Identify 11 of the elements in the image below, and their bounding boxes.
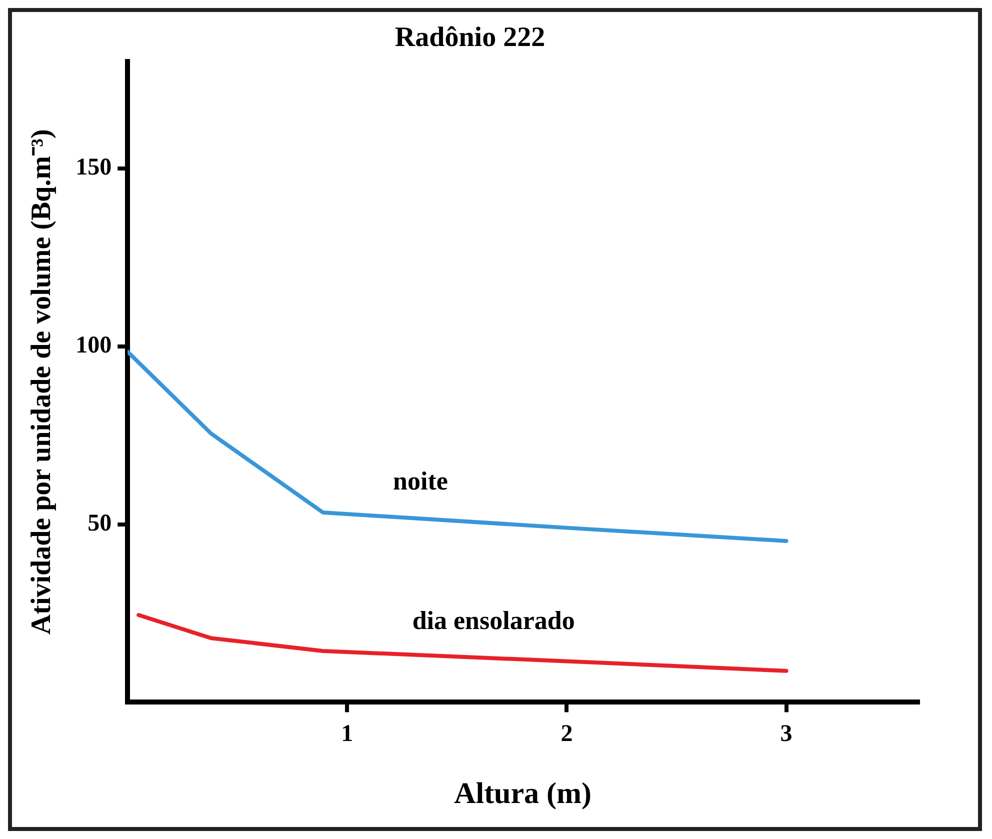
y-tick-label: 150 (76, 154, 112, 181)
x-axis-title: Altura (m) (454, 776, 592, 810)
series-label: noite (393, 466, 448, 496)
series-label: dia ensolarado (412, 606, 575, 635)
y-tick-label: 100 (76, 332, 112, 359)
chart-title: Radônio 222 (394, 22, 546, 54)
y-tick-label: 50 (88, 510, 112, 536)
x-tick-label: 2 (560, 720, 573, 747)
x-tick-label: 1 (341, 720, 354, 747)
y-axis-title: Atividade por unidade de volume (Bq.m⁻³) (26, 129, 58, 635)
x-tick-label: 3 (780, 720, 792, 747)
